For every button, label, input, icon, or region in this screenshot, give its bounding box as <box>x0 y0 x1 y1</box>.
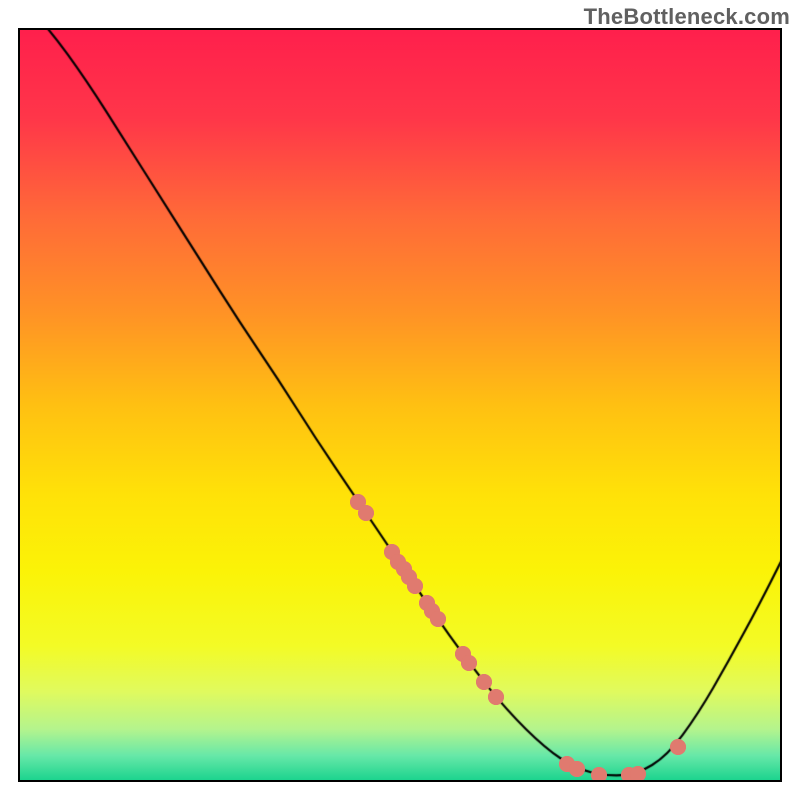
data-marker <box>430 611 446 627</box>
data-marker <box>670 739 686 755</box>
data-marker <box>488 689 504 705</box>
data-marker <box>591 767 607 782</box>
data-marker <box>358 505 374 521</box>
watermark-text: TheBottleneck.com <box>584 4 790 30</box>
line-curve <box>18 28 782 782</box>
data-marker <box>630 766 646 782</box>
chart-container: TheBottleneck.com <box>0 0 800 800</box>
data-marker <box>569 761 585 777</box>
plot-area <box>18 28 782 782</box>
data-marker <box>407 578 423 594</box>
data-marker <box>476 674 492 690</box>
data-marker <box>461 655 477 671</box>
